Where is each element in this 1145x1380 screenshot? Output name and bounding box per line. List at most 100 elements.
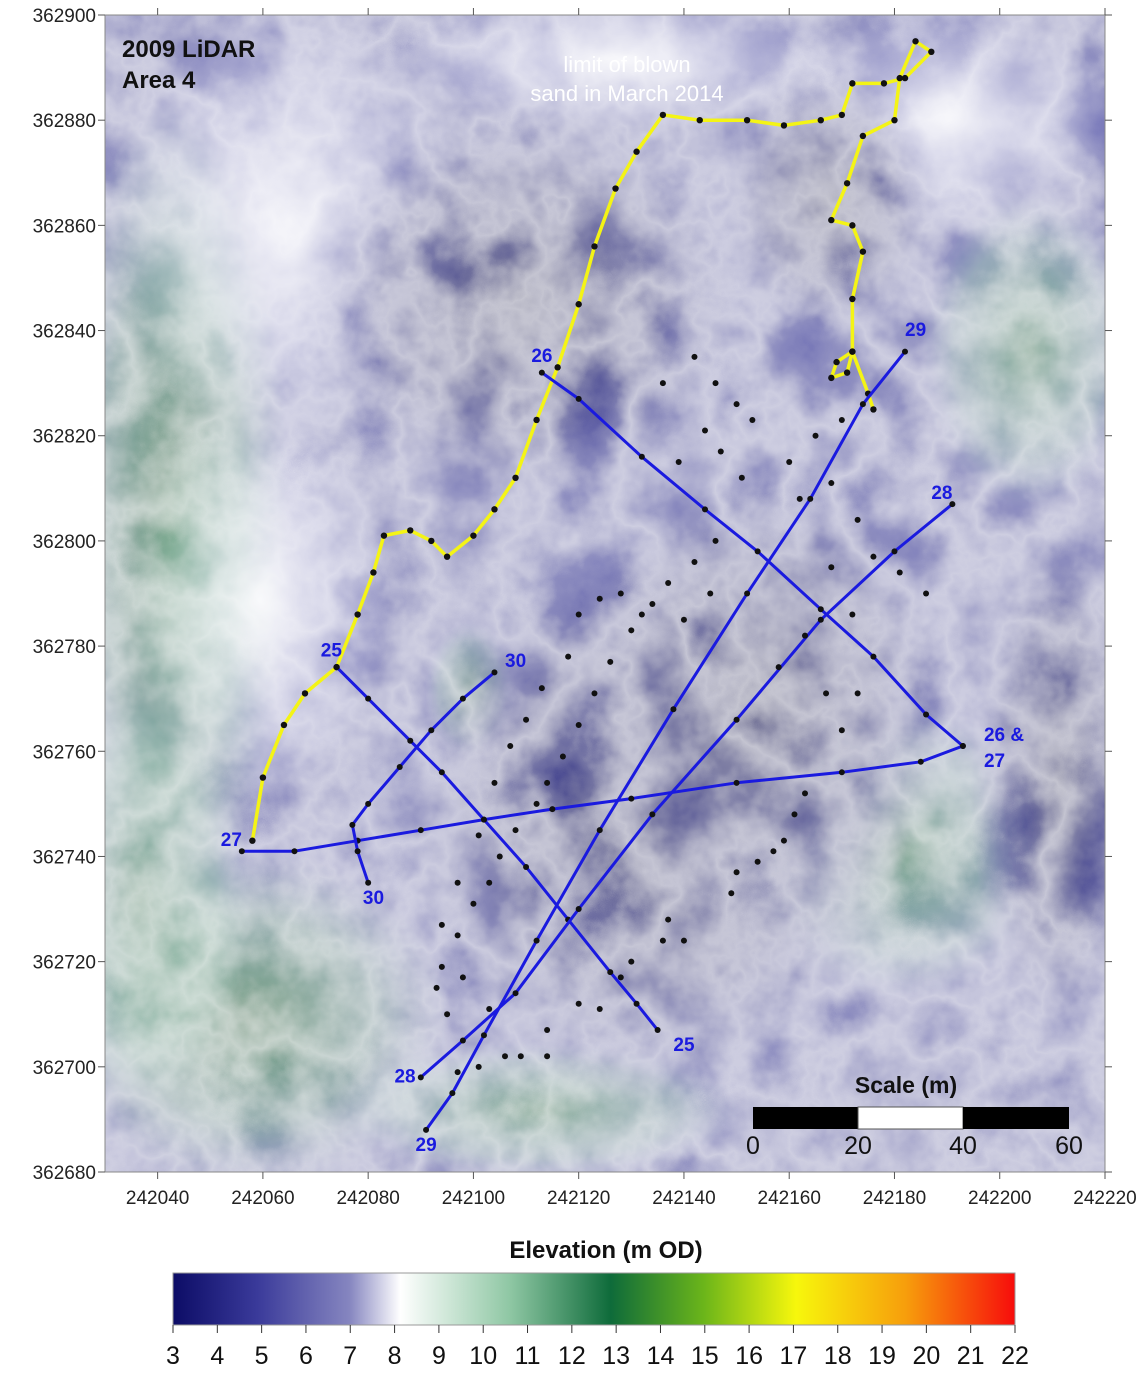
- sand-limit-vertex: [633, 148, 640, 155]
- sand-limit-vertex: [896, 74, 903, 82]
- sand-note-line1: limit of blown: [563, 52, 690, 77]
- sample-point: [486, 879, 493, 886]
- sample-point: [665, 579, 672, 586]
- sample-point: [691, 353, 698, 360]
- x-tick-label: 242200: [968, 1188, 1031, 1209]
- sample-point: [923, 590, 930, 597]
- sample-point: [533, 800, 540, 807]
- sample-point: [559, 753, 566, 760]
- scale-segment-2: [857, 1106, 964, 1130]
- colorbar-tick-label: 7: [343, 1342, 357, 1370]
- survey-point: [365, 879, 372, 886]
- survey-point: [449, 1090, 456, 1097]
- survey-point: [733, 716, 740, 723]
- sample-point: [507, 743, 514, 750]
- scale-segment-3: [963, 1107, 1069, 1129]
- sample-point: [838, 727, 845, 734]
- colorbar-tick-label: 5: [255, 1342, 269, 1370]
- survey-point: [491, 669, 498, 676]
- survey-point: [817, 616, 824, 623]
- colorbar-tick-label: 11: [515, 1342, 541, 1370]
- survey-line-label: 27: [984, 751, 1005, 772]
- survey-point: [438, 769, 445, 776]
- sand-limit-vertex: [370, 569, 377, 576]
- sand-limit-vertex: [901, 74, 909, 82]
- survey-point: [365, 800, 372, 807]
- sample-point: [496, 853, 503, 860]
- sample-point: [770, 848, 777, 855]
- survey-point: [754, 548, 761, 555]
- survey-point: [349, 821, 356, 828]
- survey-line-label: 30: [363, 888, 384, 909]
- sample-point: [802, 790, 808, 797]
- sample-point: [791, 811, 798, 818]
- sample-point: [444, 1011, 451, 1018]
- sample-point: [617, 590, 624, 597]
- sample-point: [454, 879, 461, 886]
- sand-limit-vertex: [833, 358, 840, 366]
- colorbar-ticks: 3 4 5 6 7 8 9 10 11 12 13 14 15 16 17 18 19 20 21 22: [166, 1325, 1029, 1370]
- colorbar-tick-label: 16: [735, 1342, 763, 1370]
- survey-line-label: 28: [931, 483, 952, 504]
- sand-limit-vertex: [849, 222, 856, 229]
- sample-point: [712, 537, 719, 544]
- survey-point: [807, 495, 814, 502]
- survey-point: [417, 1074, 424, 1081]
- scale-bar: Scale (m) 0 20 40 60: [746, 1072, 1083, 1160]
- sample-point: [454, 932, 461, 939]
- sand-limit-vertex: [870, 406, 877, 413]
- survey-line-labels: 25 25 26 26 & 27 27 28 28 29 29 30 30: [221, 320, 1025, 1156]
- axis-ticks: 242040 242060 242080 242100 242120 242140 2421…: [33, 6, 1137, 1209]
- sand-limit-vertex: [843, 369, 851, 376]
- y-tick-label: 362700: [33, 1058, 96, 1079]
- survey-point: [923, 711, 930, 718]
- sand-limit-vertex: [849, 348, 856, 355]
- survey-line-label: 29: [905, 320, 926, 341]
- survey-point: [891, 548, 898, 555]
- survey-point: [959, 743, 966, 750]
- y-tick-label: 362720: [33, 953, 96, 974]
- survey-point: [538, 369, 545, 376]
- survey-point: [480, 1032, 487, 1039]
- sand-limit-vertex: [659, 111, 667, 119]
- survey-line-label: 30: [505, 651, 526, 672]
- sample-point: [849, 611, 856, 618]
- sand-limit-vertex: [828, 216, 835, 224]
- sample-point: [544, 1053, 551, 1060]
- sample-point: [838, 416, 845, 423]
- sand-limit-vertex: [891, 116, 898, 124]
- sample-point: [680, 937, 687, 944]
- sand-limit-line: [250, 39, 934, 841]
- survey-line-label: 29: [416, 1135, 437, 1156]
- sample-point: [438, 963, 445, 970]
- sample-point: [575, 611, 582, 618]
- sand-limit-vertex: [696, 116, 703, 124]
- survey-point: [549, 806, 556, 813]
- sample-point: [665, 916, 672, 923]
- sample-point: [738, 474, 745, 481]
- colorbar-tick-label: 12: [558, 1342, 586, 1370]
- survey-point: [817, 606, 824, 613]
- scale-bar-title: Scale (m): [855, 1072, 957, 1098]
- survey-point: [423, 1126, 430, 1133]
- x-tick-label: 242060: [231, 1188, 294, 1209]
- colorbar-tick-label: 17: [780, 1342, 808, 1370]
- sand-limit-vertex: [470, 532, 477, 539]
- survey-point: [575, 395, 582, 402]
- sample-point: [796, 495, 803, 502]
- sand-limit-vertex: [491, 506, 498, 513]
- survey-point: [365, 695, 372, 702]
- sample-point: [591, 690, 598, 697]
- sand-limit-vertex: [859, 248, 867, 255]
- survey-point: [459, 695, 466, 702]
- sample-point: [544, 779, 551, 786]
- colorbar-tick-label: 14: [647, 1342, 675, 1370]
- x-tick-label: 242220: [1073, 1188, 1136, 1209]
- survey-line-29: [424, 350, 907, 1131]
- scale-tick-0: 0: [746, 1132, 760, 1160]
- sample-point: [596, 595, 603, 602]
- sample-point: [475, 832, 482, 839]
- sample-point: [786, 459, 793, 466]
- colorbar-gradient: [172, 1272, 1016, 1326]
- sand-limit-vertex: [780, 122, 788, 129]
